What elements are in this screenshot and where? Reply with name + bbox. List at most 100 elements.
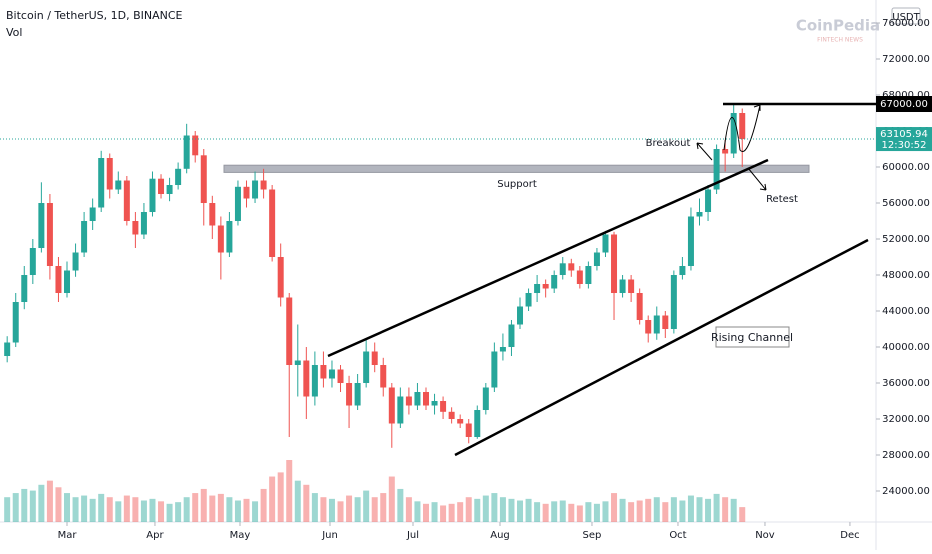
volume-bar (713, 493, 720, 522)
candle-body (183, 135, 190, 169)
resistance-label: 67000.00 (880, 99, 928, 110)
candle-body (371, 351, 378, 366)
candle-body (670, 275, 677, 330)
last-price-box (876, 127, 932, 152)
candle-body (405, 396, 412, 406)
x-tick-label: Dec (840, 530, 859, 541)
candle-body (397, 396, 404, 424)
volume-bar (593, 503, 600, 522)
candle-body (542, 284, 549, 289)
volume-bar (559, 500, 566, 522)
candle-body (149, 178, 156, 213)
candle-body (252, 180, 259, 199)
candle-body (474, 410, 481, 438)
candle-body (508, 324, 515, 348)
y-tick-label: 60000.00 (882, 162, 930, 173)
volume-bar (730, 498, 737, 522)
support-zone (223, 164, 810, 173)
breakout-arrow (696, 142, 713, 161)
volume-bar (525, 498, 532, 522)
channel-bottom (454, 238, 869, 457)
currency-box (891, 7, 921, 25)
y-tick-label: 52000.00 (882, 234, 930, 245)
volume-bar (55, 487, 62, 522)
support-label: Support (497, 179, 537, 190)
channel-top (327, 158, 769, 358)
volume-bar (98, 493, 105, 522)
volume-bar (260, 488, 267, 522)
currency: USDT (892, 12, 920, 23)
candle-body (192, 135, 199, 156)
candle-body (448, 411, 455, 420)
volume-bar (200, 488, 207, 522)
x-tick-label: Jul (406, 530, 419, 541)
candle-body (653, 315, 660, 334)
candle-body (12, 302, 19, 343)
volume-bar (294, 480, 301, 522)
volume-bar (670, 497, 677, 522)
volume-bar (337, 501, 344, 522)
volume-bar (328, 498, 335, 522)
volume-bar (140, 500, 147, 522)
volume-bar (662, 502, 669, 522)
volume-bar (123, 495, 130, 522)
volume-bar (346, 495, 353, 522)
retest-arrow (747, 167, 767, 191)
volume-bar (149, 498, 156, 522)
marks (4, 104, 810, 522)
candle-body (269, 189, 276, 258)
candle-body (705, 189, 712, 213)
volume-bar (192, 493, 199, 522)
volume-bar (64, 493, 71, 522)
volume-bar (491, 493, 498, 522)
chart-title: Bitcoin / TetherUS, 1D, BINANCE (6, 9, 183, 22)
volume-bar (209, 495, 216, 522)
volume-bar (363, 490, 370, 522)
volume-bar (72, 497, 79, 522)
volume-bar (474, 498, 481, 522)
volume-bar (380, 493, 387, 522)
candle-body (585, 266, 592, 285)
candle-body (696, 212, 703, 217)
candle-body (115, 180, 122, 190)
y-tick-label: 28000.00 (882, 450, 930, 461)
volume-bar (568, 503, 575, 522)
last-price-label: 63105.94 (880, 129, 928, 140)
candle-body (346, 383, 353, 406)
candle-body (286, 297, 293, 366)
volume-bar (132, 497, 139, 522)
volume-bar (115, 501, 122, 522)
rising-channel-box (715, 326, 790, 348)
volume-bar (431, 502, 438, 522)
volume-bar (46, 480, 53, 522)
candle-body (363, 351, 370, 384)
candle-body (593, 252, 600, 267)
volume-bar (38, 484, 45, 522)
volume-bar (226, 497, 233, 522)
volume-bar (106, 497, 113, 522)
volume-bar (158, 501, 165, 522)
candle-body (388, 387, 395, 424)
resistance-box (876, 96, 932, 113)
volume-bar (397, 488, 404, 522)
volume-bar (696, 497, 703, 522)
volume-bar (542, 503, 549, 522)
volume-bar (277, 472, 284, 522)
volume-bar (482, 495, 489, 522)
candle-body (200, 155, 207, 204)
volume-bar (320, 497, 327, 522)
y-tick-label: 72000.00 (882, 54, 930, 65)
volume-bar (217, 493, 224, 522)
volume-bar (576, 505, 583, 522)
rising-channel-label: Rising Channel (711, 331, 793, 344)
volume-bar (269, 476, 276, 522)
volume-bar (422, 503, 429, 522)
candle-body (260, 180, 267, 190)
x-tick-label: Aug (490, 530, 510, 541)
volume-bar (534, 502, 541, 522)
volume-bar (414, 501, 421, 522)
candle-body (21, 275, 28, 303)
candle-body (576, 270, 583, 285)
candle-body (713, 149, 720, 190)
